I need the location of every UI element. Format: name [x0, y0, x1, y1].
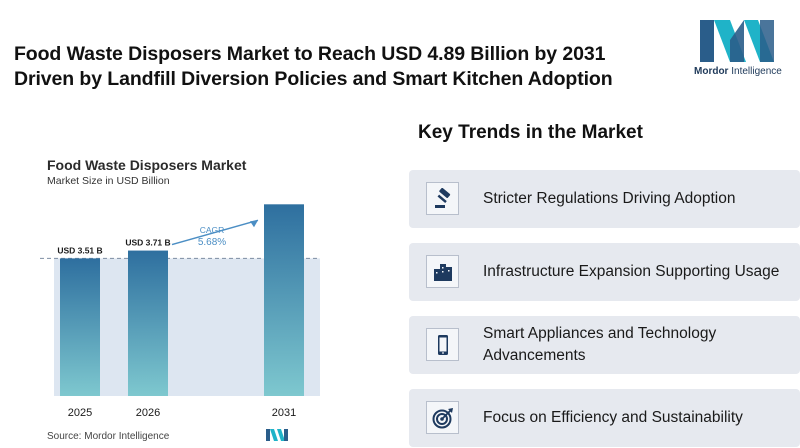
trend-card-smart-appliances: Smart Appliances and Technology Advancem…: [409, 316, 800, 374]
trend-icon-box: [426, 255, 459, 288]
trend-card-regulations: Stricter Regulations Driving Adoption: [409, 170, 800, 228]
mordor-small-logo-icon: [266, 429, 288, 441]
cagr-arrow-head: [250, 220, 258, 228]
data-label-2025: USD 3.51 B: [57, 245, 102, 255]
mordor-logo-mark-icon: [700, 20, 774, 62]
trend-label: Stricter Regulations Driving Adoption: [483, 190, 736, 207]
trend-card-efficiency: Focus on Efficiency and Sustainability: [409, 389, 800, 447]
headline-line-1: Food Waste Disposers Market to Reach USD…: [14, 43, 606, 65]
x-tick-2026: 2026: [136, 407, 160, 419]
gavel-icon: [434, 187, 450, 208]
buildings-icon: [433, 263, 452, 281]
trend-card-infrastructure: Infrastructure Expansion Supporting Usag…: [409, 243, 800, 301]
x-tick-2025: 2025: [68, 407, 92, 419]
bar-chart: USD 3.51 B 2025 USD 3.71 B 2026 USD 4.89 B 20…: [40, 200, 320, 419]
trend-icon-box: [426, 182, 459, 215]
trend-icon-box: [426, 328, 459, 361]
trend-label: Focus on Efficiency and Sustainability: [483, 409, 743, 426]
data-label-2031: USD 4.89 B: [261, 200, 306, 201]
bar-2025: [60, 258, 100, 396]
headline: Food Waste Disposers Market to Reach USD…: [14, 42, 664, 92]
trend-label: Smart Appliances and Technology Advancem…: [483, 325, 717, 364]
data-label-2026: USD 3.71 B: [125, 238, 170, 248]
trend-label: Infrastructure Expansion Supporting Usag…: [483, 263, 780, 280]
headline-line-2: Driven by Landfill Diversion Policies an…: [14, 68, 613, 90]
trends-title: Key Trends in the Market: [418, 122, 643, 143]
trend-icon-box: [426, 401, 459, 434]
chart-subtitle: Market Size in USD Billion: [47, 175, 170, 187]
mordor-logo: Mordor Intelligence: [694, 20, 786, 80]
bar-2026: [128, 250, 168, 396]
smartphone-icon: [437, 334, 448, 355]
cagr-label: CAGR: [200, 225, 225, 235]
chart-source: Source: Mordor Intelligence: [47, 431, 170, 442]
chart-title: Food Waste Disposers Market: [47, 157, 247, 173]
cagr-value: 5.68%: [198, 237, 226, 248]
x-tick-2031: 2031: [272, 407, 296, 419]
bar-2031: [264, 204, 304, 396]
mordor-logo-text: Mordor Intelligence: [694, 66, 782, 77]
target-icon: [432, 407, 453, 428]
cagr-arrow-line: [171, 219, 259, 246]
